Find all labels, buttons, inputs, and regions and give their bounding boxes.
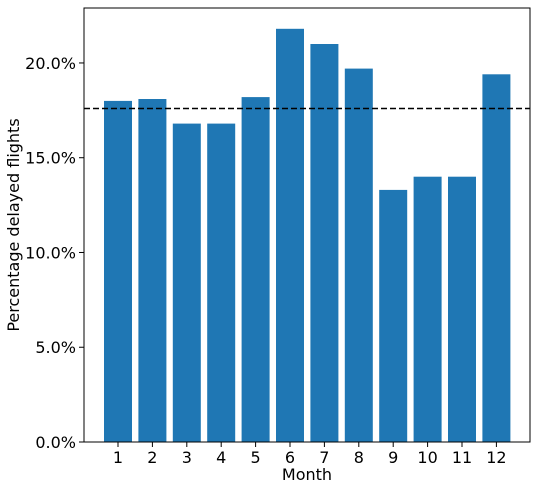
x-tick-label: 1 xyxy=(113,448,123,467)
bars-group xyxy=(104,28,511,443)
y-tick-label: 20.0% xyxy=(25,54,76,73)
bar-month-2 xyxy=(138,99,167,442)
bar-month-4 xyxy=(207,123,236,442)
x-tick-label: 6 xyxy=(285,448,295,467)
x-axis-label: Month xyxy=(282,465,332,484)
x-tick-label: 2 xyxy=(147,448,157,467)
y-tick-label: 10.0% xyxy=(25,243,76,262)
bar-month-8 xyxy=(344,68,373,442)
y-tick-label: 5.0% xyxy=(35,338,76,357)
y-axis-ticks: 0.0% 5.0% 10.0% 15.0% 20.0% xyxy=(25,54,84,452)
x-axis-ticks: 1 2 3 4 5 6 7 8 9 10 11 12 xyxy=(113,442,507,467)
bar-month-7 xyxy=(310,44,339,442)
y-axis-label: Percentage delayed flights xyxy=(4,118,23,331)
x-tick-label: 4 xyxy=(216,448,226,467)
bar-month-9 xyxy=(379,189,408,442)
x-tick-label: 11 xyxy=(452,448,472,467)
y-tick-label: 0.0% xyxy=(35,433,76,452)
x-tick-label: 8 xyxy=(354,448,364,467)
bar-month-3 xyxy=(172,123,201,442)
x-tick-label: 9 xyxy=(388,448,398,467)
y-tick-label: 15.0% xyxy=(25,149,76,168)
x-tick-label: 10 xyxy=(417,448,437,467)
bar-month-11 xyxy=(448,176,476,442)
bar-month-5 xyxy=(241,97,270,442)
bar-month-12 xyxy=(482,74,511,443)
x-tick-label: 3 xyxy=(182,448,192,467)
x-tick-label: 12 xyxy=(486,448,506,467)
bar-month-10 xyxy=(413,176,442,442)
x-tick-label: 7 xyxy=(319,448,329,467)
x-tick-label: 5 xyxy=(251,448,261,467)
bar-month-1 xyxy=(104,100,132,443)
bar-month-6 xyxy=(276,28,304,443)
plot-frame xyxy=(83,7,531,443)
